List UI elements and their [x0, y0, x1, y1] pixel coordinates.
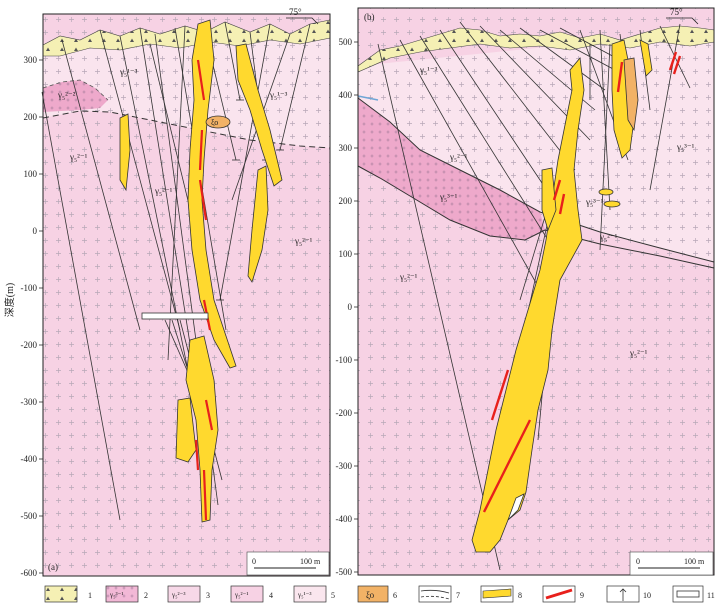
strike-arrow-b [666, 17, 699, 25]
legend-num-3: 3 [206, 591, 210, 600]
y-tick-b-4: 100 [339, 249, 353, 259]
unit-label-b7: γ₅³⁻¹ [585, 197, 604, 207]
legend-item-8: 8 [480, 585, 522, 603]
legend-num-5: 5 [331, 591, 335, 600]
y-tick-a-8: -500 [21, 511, 38, 521]
legend-num-7: 7 [456, 591, 460, 600]
scale-bar-a: 0 100 m [246, 551, 330, 576]
y-tick-b-10: -500 [336, 567, 353, 577]
strike-arrow-a [286, 17, 319, 25]
scale-bar-b: 0 100 m [629, 551, 714, 576]
legend-item-9: 9 [542, 585, 584, 603]
legend-item-2: γ₅³⁻¹ 2 [105, 585, 148, 603]
legend-item-7: 7 [418, 585, 460, 603]
unit-label-b8: γ₅²⁻¹ [599, 232, 618, 242]
scale-end-b: 100 m [684, 557, 705, 566]
y-tick-b-5: 0 [348, 302, 353, 312]
y-tick-b-0: 500 [339, 37, 353, 47]
y-tick-b-6: -100 [336, 355, 353, 365]
legend-item-3: γ₅²⁻³ 3 [167, 585, 210, 603]
syenite-label-a: ξο [211, 118, 218, 127]
legend-item-4: γ₅²⁻¹ 4 [230, 585, 273, 603]
scale-zero-b: 0 [636, 557, 640, 566]
strike-label-b: 75° [670, 7, 683, 17]
y-tick-b-8: -300 [336, 461, 353, 471]
legend: △ △ 1 γ₅³⁻¹ 2 γ₅²⁻³ 3 γ₅²⁻¹ 4 γ₅¹⁻³ 5 [44, 585, 715, 603]
legend-num-8: 8 [518, 591, 522, 600]
legend-num-4: 4 [269, 591, 273, 600]
y-axis-a: 300 200 100 0 -100 -200 -300 -400 -500 -… [21, 55, 43, 578]
panel-a [41, 13, 331, 577]
high-grade-veins-b [482, 51, 682, 513]
unit-label-b4: γ₅²⁻¹ [399, 272, 418, 282]
legend-num-1: 1 [88, 591, 92, 600]
unit-label-a3: γ₅²⁻² [57, 90, 76, 100]
legend-item-5: γ₅¹⁻³ 5 [293, 585, 335, 603]
panel-a-label: (a) [48, 562, 58, 572]
unit-label-b6: γ₅³⁻¹ [676, 142, 695, 152]
y-tick-b-3: 200 [339, 196, 353, 206]
unit-label-a2: γ₅¹⁻³ [269, 90, 288, 100]
legend-num-6: 6 [393, 591, 397, 600]
legend-item-1: △ △ 1 [44, 585, 92, 603]
y-axis-b: 500 400 300 200 100 0 -100 -200 -300 -40… [336, 37, 358, 577]
legend-item-10: 10 [606, 585, 651, 603]
y-tick-b-2: 300 [339, 143, 353, 153]
y-tick-a-1: 200 [24, 112, 38, 122]
y-tick-a-4: -100 [21, 283, 38, 293]
legend-num-2: 2 [144, 591, 148, 600]
y-tick-a-0: 300 [24, 55, 38, 65]
unit-label-a5: γ₅²⁻¹ [154, 186, 173, 196]
y-tick-a-9: -600 [21, 568, 38, 578]
y-axis-title: 深度(m) [3, 283, 16, 317]
legend-symbol-4: γ₅²⁻¹ [234, 591, 248, 599]
y-tick-a-3: 0 [33, 226, 38, 236]
scale-zero-a: 0 [252, 557, 256, 566]
unit-label-b5: γ₅²⁻¹ [629, 348, 648, 358]
legend-symbol-6: ξο [366, 590, 375, 600]
ore-bodies-b [471, 39, 653, 553]
unit-label-a1: γ₅¹⁻³ [119, 67, 138, 77]
legend-num-10: 10 [643, 591, 651, 600]
legend-item-11: 11 [672, 585, 715, 603]
scale-end-a: 100 m [300, 557, 321, 566]
legend-item-6: ξο 6 [357, 585, 397, 603]
y-tick-a-5: -200 [21, 340, 38, 350]
ore-bodies-a [119, 19, 283, 523]
y-tick-a-6: -300 [21, 397, 38, 407]
panel-b [357, 7, 715, 576]
y-tick-b-7: -200 [336, 408, 353, 418]
y-tick-b-9: -400 [336, 514, 353, 524]
unit-label-b3: γ₅²⁻¹ [449, 152, 468, 162]
legend-symbol-5: γ₅¹⁻³ [297, 591, 311, 599]
legend-symbol-2: γ₅³⁻¹ [109, 591, 123, 599]
unit-label-b1: γ₅¹⁻³ [419, 65, 438, 75]
adit-a [141, 312, 209, 320]
legend-symbol-3: γ₅²⁻³ [171, 591, 185, 599]
panel-b-label: (b) [364, 12, 375, 22]
y-tick-b-1: 400 [339, 90, 353, 100]
unit-label-a4: γ₅²⁻¹ [69, 152, 88, 162]
y-tick-a-7: -400 [21, 454, 38, 464]
legend-num-11: 11 [707, 591, 715, 600]
strike-label-a: 75° [289, 7, 302, 17]
unit-label-b2: γ₅³⁻¹ [439, 192, 458, 202]
unit-label-a6: γ₅²⁻¹ [294, 236, 313, 246]
y-tick-a-2: 100 [24, 169, 38, 179]
legend-num-9: 9 [580, 591, 584, 600]
